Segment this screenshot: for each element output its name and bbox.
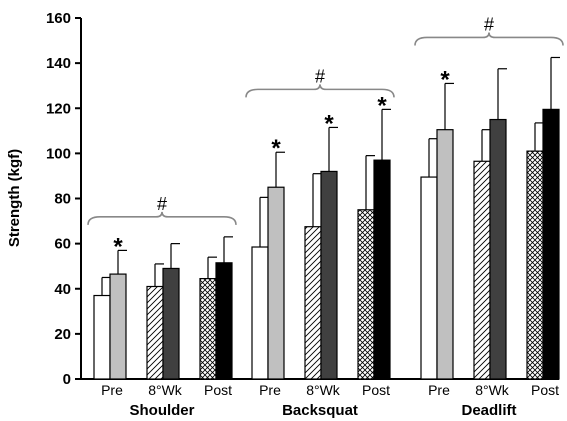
phase-label: Post <box>204 382 232 398</box>
bar <box>215 262 233 380</box>
group-significance-hash: # <box>484 14 494 34</box>
y-tick-label: 0 <box>63 371 71 388</box>
y-tick-label: 20 <box>54 326 71 343</box>
group-label: Shoulder <box>129 402 194 419</box>
y-tick-label: 40 <box>54 281 71 298</box>
significance-asterisk: * <box>377 92 387 119</box>
group-significance-hash: # <box>157 194 167 214</box>
significance-asterisk: * <box>440 66 450 93</box>
bar <box>489 118 507 380</box>
bar <box>357 209 375 380</box>
phase-label: Pre <box>428 382 450 398</box>
y-tick-label: 100 <box>46 145 71 162</box>
bar <box>162 267 180 380</box>
significance-asterisk: * <box>271 135 281 162</box>
bar <box>304 226 322 380</box>
significance-asterisk: * <box>324 110 334 137</box>
bar <box>526 150 544 380</box>
y-axis-label: Strength (kgf) <box>6 149 23 247</box>
bar <box>93 294 111 380</box>
bar <box>473 160 491 380</box>
y-tick-label: 160 <box>46 10 71 27</box>
bar <box>251 246 269 380</box>
phase-label: Post <box>362 382 390 398</box>
bar <box>146 285 164 380</box>
bar <box>542 108 560 380</box>
phase-label: Pre <box>259 382 281 398</box>
y-tick-label: 80 <box>54 191 71 208</box>
bar <box>320 170 338 380</box>
bar <box>436 129 454 380</box>
y-tick-label: 60 <box>54 236 71 253</box>
bar <box>420 176 438 380</box>
bar <box>267 186 285 380</box>
y-tick-label: 140 <box>46 55 71 72</box>
phase-label: Pre <box>101 382 123 398</box>
group-label: Deadlift <box>461 402 516 419</box>
phase-label: 8°Wk <box>306 382 341 398</box>
phase-label: 8°Wk <box>475 382 510 398</box>
bar <box>199 277 217 380</box>
y-tick-label: 120 <box>46 100 71 117</box>
phase-label: 8°Wk <box>148 382 183 398</box>
bar <box>109 273 127 380</box>
group-label: Backsquat <box>282 402 358 419</box>
phase-label: Post <box>531 382 559 398</box>
group-significance-hash: # <box>315 66 325 86</box>
significance-asterisk: * <box>113 233 123 260</box>
group-bracket <box>414 32 564 46</box>
bar <box>373 159 391 380</box>
